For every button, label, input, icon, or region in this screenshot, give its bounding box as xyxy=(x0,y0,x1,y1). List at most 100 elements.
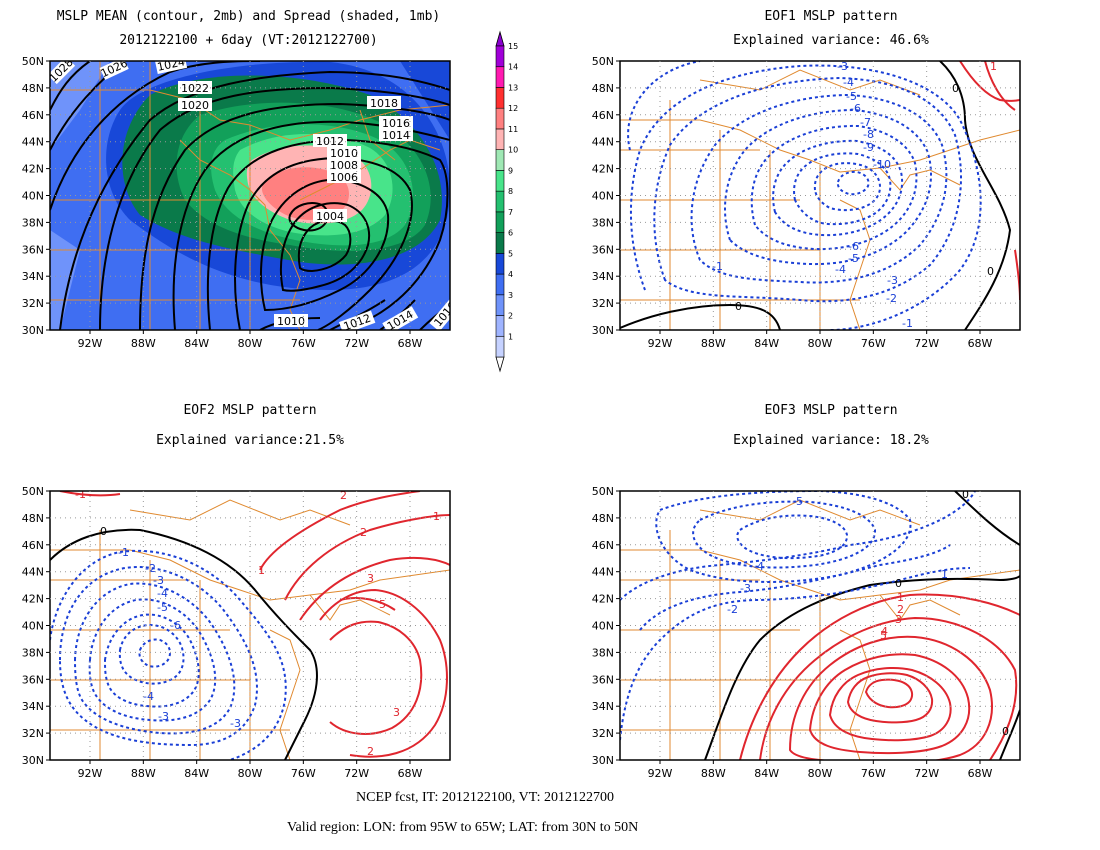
lat-tick-label: 46N xyxy=(22,109,44,122)
lat-tick-label: 42N xyxy=(22,593,44,606)
contour-label: 0 xyxy=(952,82,959,95)
lon-tick-label: 84W xyxy=(184,337,209,350)
colorbar-cell xyxy=(495,170,505,192)
lat-tick-label: 32N xyxy=(22,297,44,310)
contour-label: -4 xyxy=(835,263,846,276)
lon-tick-label: 80W xyxy=(808,337,833,350)
lat-tick-label: 48N xyxy=(592,512,614,525)
contour-label: -4 xyxy=(843,76,854,89)
isobar-label: 1018 xyxy=(370,97,398,110)
colorbar-cell xyxy=(495,66,505,88)
contour-label: 2 xyxy=(360,526,367,539)
lon-tick-label: 88W xyxy=(701,337,726,350)
lat-tick-label: 36N xyxy=(22,243,44,256)
lat-tick-label: 48N xyxy=(22,512,44,525)
lon-tick-label: 72W xyxy=(344,767,369,780)
contour-label: -6 xyxy=(848,240,859,253)
contour-label: 1 xyxy=(258,564,265,577)
colorbar-cell xyxy=(495,335,505,358)
panel3-title: EOF2 MSLP pattern xyxy=(183,403,317,418)
panel3-zero-contour xyxy=(50,528,318,760)
panel2-map: -3 -4 -5 -6 -7 -8 -9 -10 -6 -5 -4 -3 -2 … xyxy=(619,60,1021,331)
colorbar-label: 1 xyxy=(508,332,513,341)
lat-tick-label: 46N xyxy=(592,539,614,552)
lon-tick-label: 68W xyxy=(968,767,993,780)
lon-tick-label: 72W xyxy=(344,337,369,350)
lat-tick-label: 36N xyxy=(592,673,614,686)
lat-tick-label: 42N xyxy=(592,163,614,176)
contour-label: -3 xyxy=(158,710,169,723)
lon-tick-label: 76W xyxy=(291,337,316,350)
lat-tick-label: 50N xyxy=(22,55,44,68)
lat-tick-label: 40N xyxy=(22,190,44,203)
lat-tick-label: 32N xyxy=(592,727,614,740)
lon-tick-label: 68W xyxy=(968,337,993,350)
contour-label: 2 xyxy=(340,489,347,502)
isobar-label: 1010 xyxy=(277,315,305,328)
panel3-contour-labels: -1 0 -1 -2 -3 -4 -5 -6 -4 -3 -3 2 1 2 3 … xyxy=(75,489,440,758)
colorbar-cell xyxy=(495,315,505,337)
panel2-zero-contour xyxy=(620,61,1012,330)
panel4-title: EOF3 MSLP pattern xyxy=(764,403,898,418)
lat-tick-label: 44N xyxy=(592,136,614,149)
lat-tick-label: 50N xyxy=(592,485,614,498)
colorbar-cells xyxy=(495,45,505,358)
colorbar-label: 8 xyxy=(508,187,513,196)
colorbar-label: 14 xyxy=(508,63,518,72)
contour-label: 0 xyxy=(100,525,107,538)
lat-tick-label: 44N xyxy=(592,566,614,579)
colorbar-label: 5 xyxy=(508,249,513,258)
lat-tick-label: 44N xyxy=(22,566,44,579)
lon-tick-label: 72W xyxy=(914,337,939,350)
contour-label: -6 xyxy=(850,102,861,115)
panel1-map: 1028 1026 1024 1022 1020 1018 1016 1014 … xyxy=(49,60,451,331)
lat-tick-label: 34N xyxy=(22,270,44,283)
lat-tick-label: 36N xyxy=(592,243,614,256)
contour-label: 3 xyxy=(895,613,902,626)
lon-tick-label: 84W xyxy=(754,767,779,780)
lon-tick-label: 80W xyxy=(808,767,833,780)
isobar-label: 1006 xyxy=(330,171,358,184)
panel2-title: EOF1 MSLP pattern xyxy=(764,9,898,24)
lat-tick-label: 30N xyxy=(22,754,44,767)
isobar-label: 1016 xyxy=(382,117,410,130)
colorbar-cell xyxy=(495,253,505,275)
contour-label: -3 xyxy=(740,582,751,595)
contour-label: 0 xyxy=(1002,725,1009,738)
colorbar-cell xyxy=(495,45,505,68)
lat-tick-label: 34N xyxy=(22,700,44,713)
contour-label: 1 xyxy=(897,591,904,604)
isobar-label: 1020 xyxy=(181,99,209,112)
lon-tick-label: 68W xyxy=(398,337,423,350)
colorbar-label: 4 xyxy=(508,270,513,279)
colorbar-label: 2 xyxy=(508,312,513,321)
panel4-contour-labels: -5 -4 -3 -2 1 0 1 2 3 4 5 0 0 xyxy=(727,491,1009,738)
contour-label: 3 xyxy=(367,572,374,585)
lat-tick-label: 30N xyxy=(22,324,44,337)
lon-tick-label: 76W xyxy=(291,767,316,780)
lon-tick-label: 80W xyxy=(238,337,263,350)
spread-fill-3b xyxy=(50,230,80,330)
colorbar-label: 13 xyxy=(508,83,518,92)
lat-tick-label: 40N xyxy=(592,190,614,203)
contour-label: -9 xyxy=(863,141,874,154)
lat-tick-label: 30N xyxy=(592,324,614,337)
contour-label: -10 xyxy=(873,158,891,171)
panel3-subtitle: Explained variance:21.5% xyxy=(156,433,344,448)
isobar-label: 1010 xyxy=(330,147,358,160)
colorbar-cell xyxy=(495,273,505,296)
contour-label: -5 xyxy=(792,495,803,508)
colorbar-cell xyxy=(495,128,505,150)
contour-label: -5 xyxy=(157,601,168,614)
lat-tick-label: 38N xyxy=(22,646,44,659)
contour-label: -1 xyxy=(712,260,723,273)
lon-tick-label: 80W xyxy=(238,767,263,780)
contour-label: -4 xyxy=(157,587,168,600)
lat-tick-label: 46N xyxy=(22,539,44,552)
lon-tick-label: 68W xyxy=(398,767,423,780)
panel1-contour-labels: 1028 1026 1024 1022 1020 1018 1016 1014 … xyxy=(50,61,450,330)
footer-line2: Valid region: LON: from 95W to 65W; LAT:… xyxy=(287,820,639,835)
lat-tick-label: 38N xyxy=(592,646,614,659)
